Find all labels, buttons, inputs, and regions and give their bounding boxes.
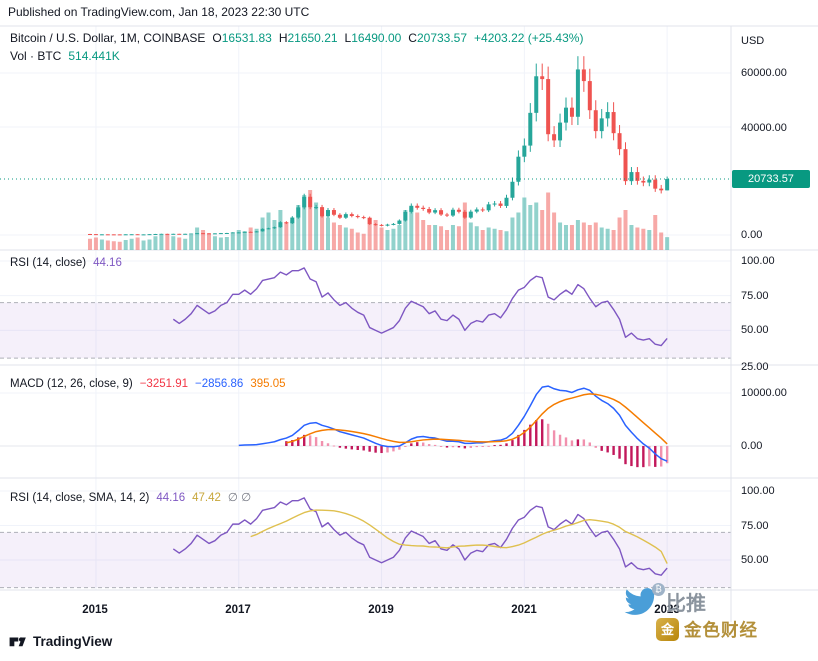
time-axis-label: 2023 xyxy=(654,604,680,616)
rsi-value: 44.16 xyxy=(93,257,122,269)
bitpush-text: 比推 xyxy=(666,593,706,615)
symbol-title: Bitcoin / U.S. Dollar, 1M, COINBASE xyxy=(10,31,206,45)
price-axis-label: 40000.00 xyxy=(741,122,787,134)
price-axis-label: 0.00 xyxy=(741,229,763,241)
macd-legend: MACD (12, 26, close, 9) −3251.91 −2856.86 3… xyxy=(10,378,286,390)
volume-label: Vol · BTC xyxy=(10,49,62,63)
rsi2-ma-value: 47.42 xyxy=(192,492,221,504)
low-label: L xyxy=(344,31,352,45)
time-axis-label: 2015 xyxy=(82,604,108,616)
low-value: 16490.00 xyxy=(351,31,402,45)
tradingview-logo[interactable]: TradingView xyxy=(8,632,112,651)
rsi-legend: RSI (14, close) 44.16 xyxy=(10,257,122,269)
rsi2-axis-label: 50.00 xyxy=(741,554,769,566)
rsi2-empty-values: ∅ ∅ xyxy=(227,492,252,504)
symbol-legend: Bitcoin / U.S. Dollar, 1M, COINBASE O1653… xyxy=(10,31,583,45)
open-label: O xyxy=(212,31,222,45)
high-label: H xyxy=(278,31,288,45)
close-value: 20733.57 xyxy=(416,31,468,45)
price-axis-label: 60000.00 xyxy=(741,67,787,79)
tradingview-brand-text: TradingView xyxy=(33,634,113,649)
bitpush-watermark: ₿ 比推 xyxy=(622,583,706,618)
last-price-badge: 20733.57 xyxy=(732,170,810,188)
time-axis-label: 2021 xyxy=(511,604,537,616)
rsi-axis-label: 50.00 xyxy=(741,324,769,336)
close-label: C xyxy=(408,31,417,45)
high-value: 21650.21 xyxy=(287,31,338,45)
rsi-axis-label: 25.00 xyxy=(741,361,769,373)
rsi2-axis-label: 75.00 xyxy=(741,520,769,532)
rsi-axis-label: 100.00 xyxy=(741,255,775,267)
time-axis-label: 2019 xyxy=(368,604,394,616)
macd-label: MACD (12, 26, close, 9) xyxy=(10,378,133,390)
golden-finance-text: 金色财经 xyxy=(684,620,758,640)
time-axis-label: 2017 xyxy=(225,604,251,616)
tradingview-logo-icon xyxy=(8,632,27,651)
change-value: +4203.22 (+25.43%) xyxy=(474,31,584,45)
macd-signal-value: 395.05 xyxy=(250,378,286,390)
macd-line-value: −2856.86 xyxy=(195,378,244,390)
volume-value: 514.441K xyxy=(68,49,120,63)
rsi2-value: 44.16 xyxy=(156,492,186,504)
golden-finance-logo-icon: 金 xyxy=(656,618,679,641)
bitcoin-badge-icon: ₿ xyxy=(652,583,665,596)
rsi-label: RSI (14, close) xyxy=(10,257,87,269)
macd-axis-label: 0.00 xyxy=(741,440,763,452)
macd-hist-value: −3251.91 xyxy=(139,378,189,390)
rsi-axis-label: 75.00 xyxy=(741,290,769,302)
golden-finance-watermark: 金 金色财经 xyxy=(656,617,758,642)
currency-label: USD xyxy=(741,35,765,47)
publish-bar: Published on TradingView.com, Jan 18, 20… xyxy=(8,5,310,19)
rsi2-legend: RSI (14, close, SMA, 14, 2) 44.16 47.42 ∅ ∅ xyxy=(10,490,251,504)
twitter-bird-icon: ₿ xyxy=(622,583,665,618)
rsi2-label: RSI (14, close, SMA, 14, 2) xyxy=(10,492,150,504)
open-value: 16531.83 xyxy=(221,31,272,45)
macd-axis-label: 10000.00 xyxy=(741,387,787,399)
rsi2-axis-label: 100.00 xyxy=(741,485,775,497)
volume-legend: Vol · BTC 514.441K xyxy=(10,49,120,63)
